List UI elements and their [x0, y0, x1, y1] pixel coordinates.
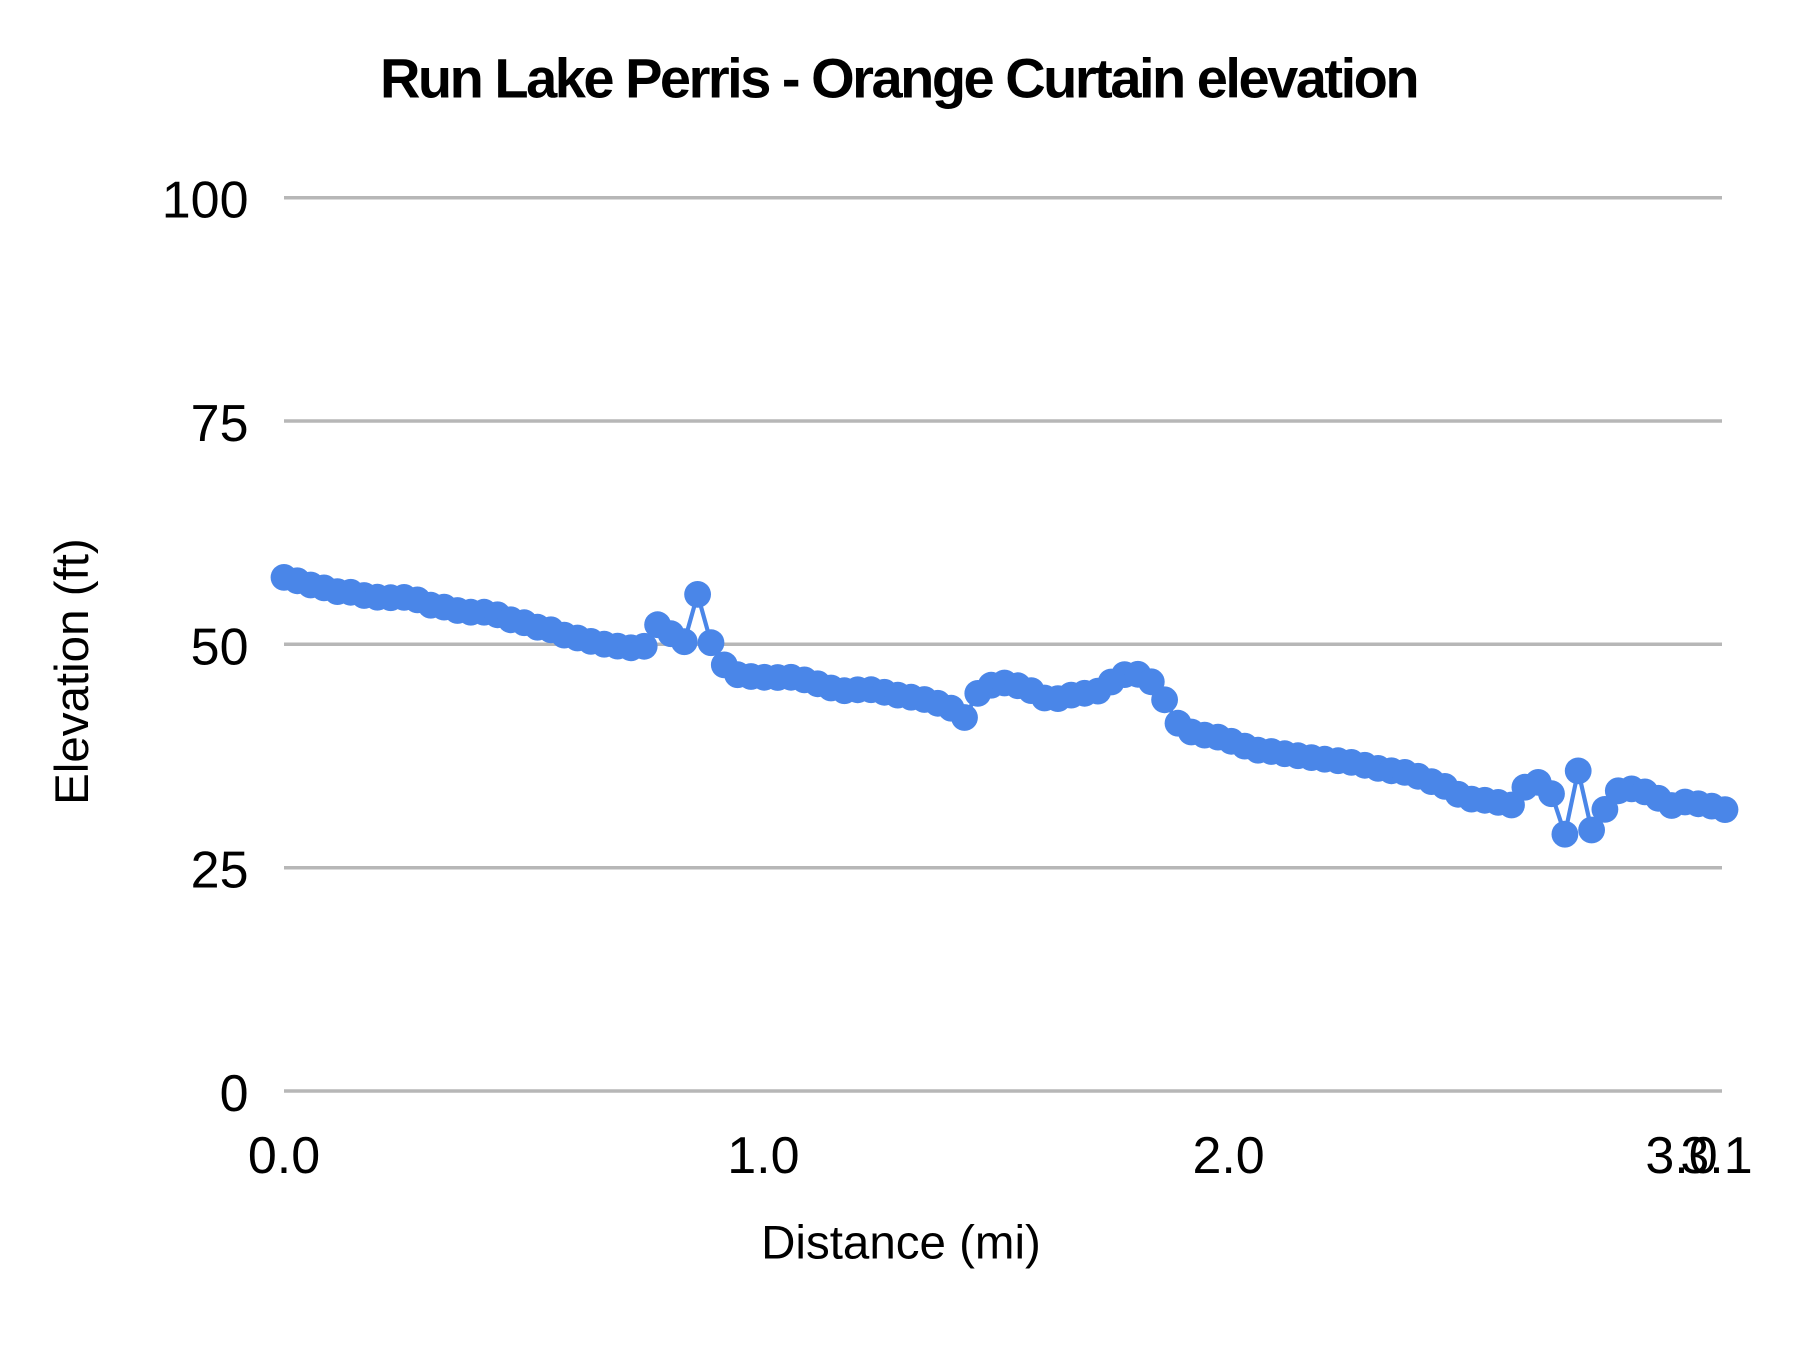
svg-text:25: 25: [191, 842, 249, 900]
svg-text:3.1: 3.1: [1680, 1127, 1752, 1185]
svg-text:Elevation (ft): Elevation (ft): [46, 538, 99, 805]
svg-text:0: 0: [220, 1065, 249, 1123]
svg-text:75: 75: [191, 395, 249, 453]
svg-text:3.0: 3.0: [1645, 1127, 1717, 1185]
svg-text:Distance (mi): Distance (mi): [761, 1217, 1041, 1270]
svg-text:2.0: 2.0: [1192, 1127, 1264, 1185]
svg-text:50: 50: [191, 618, 249, 676]
svg-text:100: 100: [162, 172, 249, 230]
svg-text:0.0: 0.0: [248, 1127, 320, 1185]
svg-text:Run Lake Perris - Orange Curta: Run Lake Perris - Orange Curtain elevati…: [380, 47, 1417, 110]
svg-text:1.0: 1.0: [727, 1127, 799, 1185]
